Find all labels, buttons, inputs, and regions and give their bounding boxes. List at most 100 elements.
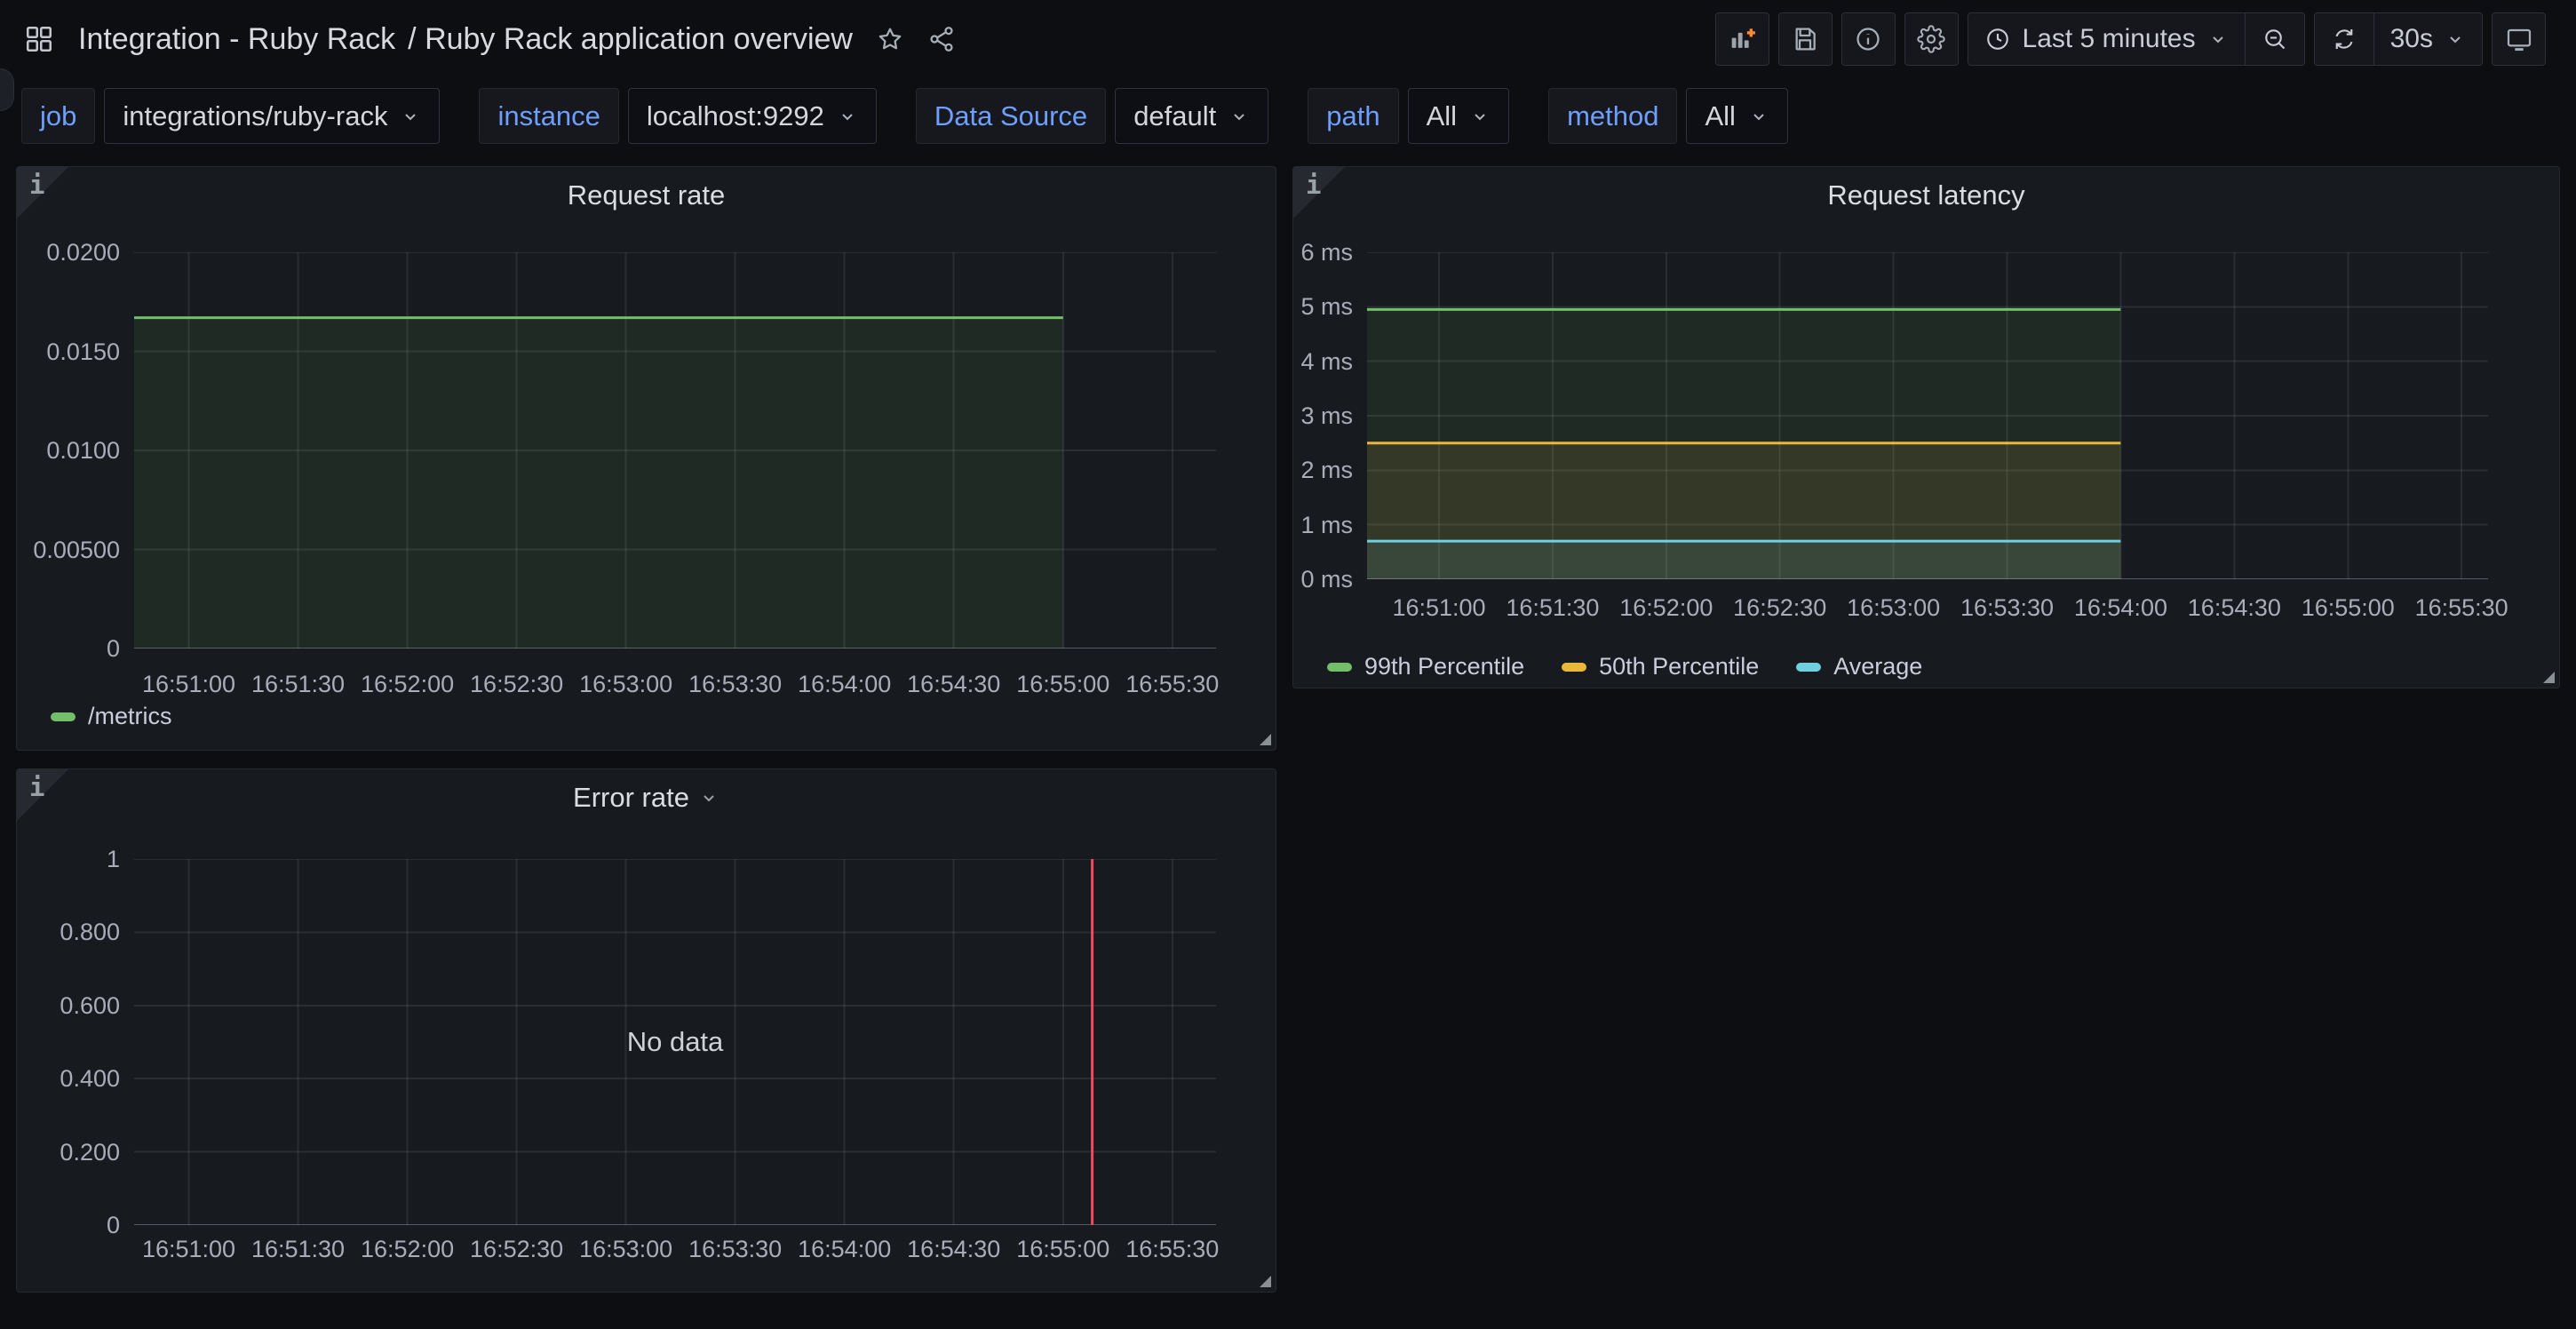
variable-data-source: Data Source default [915,88,1269,144]
chevron-down-icon [1234,113,1244,120]
variable-value-dropdown-instance[interactable]: localhost:9292 [627,88,877,144]
chart-legend: /metrics [51,703,172,730]
page-title: Integration - Ruby Rack / Ruby Rack appl… [78,22,853,57]
x-axis-label: 16:54:00 [798,1236,892,1262]
info-icon: i [29,170,45,200]
variable-method: method All [1548,88,1788,144]
x-axis-label: 16:55:00 [1016,671,1110,697]
x-axis-label: 16:51:30 [250,1236,346,1262]
legend-label: Average [1833,653,1923,680]
zoom-out-button[interactable] [2244,13,2304,65]
chart-canvas[interactable] [1367,252,2488,579]
variable-label-method: method [1548,88,1678,144]
kiosk-mode-button[interactable] [2492,12,2546,66]
panel-info-corner[interactable]: i [17,769,68,821]
y-axis-label: 4 ms [1300,347,1353,375]
legend-swatch [51,712,76,721]
chart-canvas[interactable] [134,252,1216,649]
legend-item[interactable]: Average [1796,653,1922,680]
refresh-icon [2335,29,2353,49]
legend-swatch [1327,662,1352,672]
panel-info-corner[interactable]: i [17,167,68,219]
refresh-button[interactable] [2315,13,2373,65]
panel-title[interactable]: Request latency [1827,179,2025,211]
variable-value-dropdown-method[interactable]: All [1686,88,1788,144]
variable-label-data-source: Data Source [915,88,1107,144]
legend-item[interactable]: /metrics [51,703,172,730]
chevron-down-icon [2450,36,2461,44]
corner-triangle [17,769,68,821]
x-axis-label: 16:52:00 [361,671,455,697]
y-axis-label: 0 ms [1300,566,1353,593]
panel-resize-handle[interactable] [1260,734,1271,745]
panel-menu-chevron-icon[interactable] [698,787,720,808]
panel-title[interactable]: Request rate [567,179,726,211]
info-icon: i [1306,170,1322,200]
y-axis-label: 0.200 [60,1138,120,1166]
panel-info-corner[interactable]: i [1293,167,1345,219]
time-range-button[interactable]: Last 5 minutes [1968,13,2245,65]
dashboard-settings-button[interactable] [1904,12,1959,66]
panel-resize-handle[interactable] [2543,672,2555,683]
legend-label: 50th Percentile [1599,653,1760,680]
variable-value-text: default [1133,99,1217,131]
corner-triangle [1293,167,1345,219]
variable-value-dropdown-path[interactable]: All [1407,88,1510,144]
chevron-down-icon [2212,36,2223,44]
variable-value-dropdown-job[interactable]: integrations/ruby-rack [104,88,441,144]
legend-item[interactable]: 50th Percentile [1562,653,1759,680]
legend-item[interactable]: 99th Percentile [1327,653,1524,680]
y-axis-label: 0.0100 [46,437,120,464]
variable-label-path: path [1308,88,1399,144]
time-picker-group: Last 5 minutes [1967,12,2305,66]
y-axis-label: 2 ms [1300,457,1353,484]
chevron-down-icon [1753,113,1764,120]
x-axis-label: 16:51:30 [250,671,346,697]
variable-value-dropdown-data-source[interactable]: default [1115,88,1269,144]
breadcrumb-dashboard: / Ruby Rack application overview [408,21,853,56]
x-axis-label: 16:54:30 [2187,594,2281,621]
dashboard-info-button[interactable] [1841,12,1896,66]
y-axis-label: 0.800 [60,919,120,946]
y-axis-label: 3 ms [1300,402,1353,429]
variable-job: job integrations/ruby-rack [21,88,441,144]
variable-value-text: localhost:9292 [646,99,824,131]
refresh-interval-button[interactable]: 30s [2373,13,2482,65]
y-axis-label: 0.600 [60,991,120,1019]
panel-title[interactable]: Error rate [79,778,1213,817]
y-axis-label: 0 [106,1212,120,1238]
star-icon[interactable] [876,25,904,53]
legend-swatch [1796,662,1822,672]
x-axis-label: 16:55:30 [1125,671,1220,697]
panel-error-rate: i Error rate 0 0.200 0.400 0.600 0.800 1 16:51… [16,768,1276,1293]
share-icon[interactable] [927,25,956,53]
panel-resize-handle[interactable] [1260,1276,1271,1287]
header-toolbar: Last 5 minutes [1714,12,2546,66]
breadcrumb-folder[interactable]: Integration - Ruby Rack [78,21,396,56]
chart-canvas[interactable] [134,859,1216,1225]
y-axis-label: 0.0150 [46,338,120,365]
variable-path: path All [1308,88,1510,144]
x-axis-label: 16:52:30 [1733,594,1827,621]
chart-error-rate: 0 0.200 0.400 0.600 0.800 1 16:51:00 16:51:30 16… [17,769,1276,1292]
variable-value-text: All [1705,99,1736,131]
refresh-group: 30s [2313,12,2483,66]
save-dashboard-button[interactable] [1777,12,1833,66]
y-axis-label: 1 [106,846,120,872]
variable-instance: instance localhost:9292 [479,88,877,144]
apps-grid-icon[interactable] [23,23,55,55]
info-icon: i [29,772,45,802]
x-axis-label: 16:53:00 [1847,594,1941,621]
x-axis-label: 16:54:30 [907,1236,1001,1262]
add-panel-button[interactable] [1714,12,1769,66]
y-axis-label: 0.00500 [33,536,120,563]
x-axis-label: 16:53:00 [579,1236,673,1262]
clock-icon [1986,28,2008,50]
chevron-down-icon [405,113,417,120]
chart-request-latency: 0 ms 1 ms 2 ms 3 ms 4 ms 5 ms 6 ms 16:51:00 16:5… [1293,167,2559,688]
variables-bar: job integrations/ruby-rack instance localho… [21,88,1788,144]
x-axis-label: 16:54:00 [2073,594,2167,621]
y-axis-label: 5 ms [1300,293,1353,321]
x-axis-label: 16:52:30 [470,1236,564,1262]
y-axis-label: 0.400 [60,1065,120,1093]
